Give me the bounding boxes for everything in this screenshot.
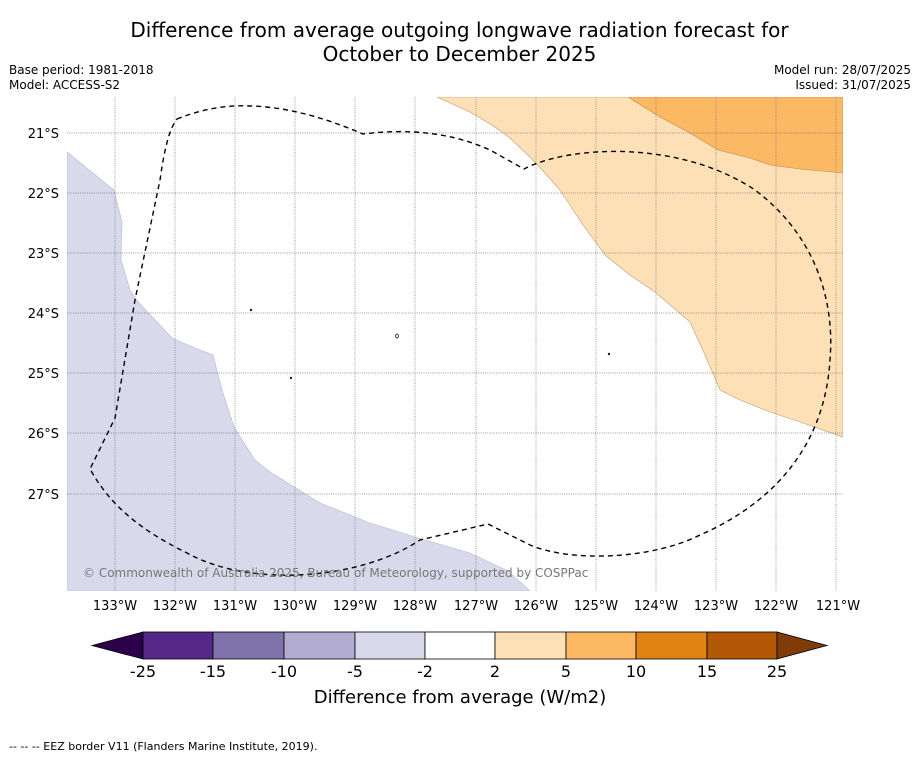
lon-label-132w: 132°W: [153, 599, 197, 614]
colorbar-tick: 5: [561, 662, 571, 681]
lon-label-129w: 129°W: [333, 599, 377, 614]
model-run: Model run: 28/07/2025: [773, 63, 911, 77]
colorbar-ticks: -25 -15 -10 -5 -2 2 5 10 15 25: [130, 662, 787, 681]
base-period: Base period: 1981-2018: [9, 63, 154, 77]
lon-label-128w: 128°W: [393, 599, 437, 614]
lon-label-127w: 127°W: [454, 599, 498, 614]
colorbar-tick: 10: [626, 662, 646, 681]
islands: [249, 308, 611, 380]
title-line-1: Difference from average outgoing longwav…: [130, 18, 789, 42]
colorbar-tick: 25: [767, 662, 787, 681]
lat-label-23s: 23°S: [28, 247, 59, 262]
colorbar-bin: [565, 631, 637, 660]
island-marker: [607, 352, 611, 356]
lat-label-24s: 24°S: [28, 307, 59, 322]
colorbar-tick: -2: [417, 662, 433, 681]
issued-date: Issued: 31/07/2025: [795, 78, 911, 92]
colorbar-bin: [706, 631, 778, 660]
island-marker: [289, 376, 293, 380]
lat-label-26s: 26°S: [28, 427, 59, 442]
anomaly-region-neg-5-to-neg-2: [67, 151, 531, 591]
latitude-gridlines: [67, 132, 843, 495]
eez-legend-note: -- -- -- EEZ border V11 (Flanders Marine…: [9, 740, 318, 753]
colorbar-tick: 15: [697, 662, 717, 681]
eez-border: [89, 105, 832, 576]
lon-label-121w: 121°W: [816, 599, 860, 614]
lat-label-25s: 25°S: [28, 367, 59, 382]
lon-label-133w: 133°W: [93, 599, 137, 614]
latitude-labels: 21°S 22°S 23°S 24°S 25°S 26°S 27°S: [28, 127, 59, 503]
colorbar-bin: [90, 631, 144, 660]
colorbar-label: Difference from average (W/m2): [314, 687, 606, 708]
colorbar-bin: [494, 631, 567, 660]
lat-label-27s: 27°S: [28, 488, 59, 503]
colorbar-bin: [635, 631, 708, 660]
island-marker: [249, 308, 253, 312]
colorbar: -25 -15 -10 -5 -2 2 5 10 15 25 Differenc…: [90, 631, 829, 708]
colorbar-bin: [354, 631, 426, 660]
longitude-labels: 133°W 132°W 131°W 130°W 129°W 128°W 127°…: [93, 599, 860, 614]
colorbar-tick: -10: [271, 662, 297, 681]
lon-label-131w: 131°W: [213, 599, 257, 614]
title-line-2: October to December 2025: [322, 42, 597, 66]
lat-label-22s: 22°S: [28, 187, 59, 202]
colorbar-tick: -5: [347, 662, 363, 681]
colorbar-bin: [424, 631, 496, 660]
model-name: Model: ACCESS-S2: [9, 78, 121, 92]
lon-label-126w: 126°W: [514, 599, 558, 614]
colorbar-bins: [90, 631, 829, 660]
colorbar-bin: [776, 631, 829, 660]
meta-left: Base period: 1981-2018 Model: ACCESS-S2: [9, 63, 154, 93]
anomaly-region-5-to-10: [627, 97, 843, 174]
lon-label-130w: 130°W: [273, 599, 317, 614]
lon-label-125w: 125°W: [574, 599, 618, 614]
lon-label-124w: 124°W: [634, 599, 678, 614]
copyright-text: © Commonwealth of Australia 2025, Bureau…: [83, 566, 588, 580]
colorbar-tick: -15: [200, 662, 226, 681]
meta-right: Model run: 28/07/2025 Issued: 31/07/2025: [774, 63, 911, 93]
lon-label-123w: 123°W: [694, 599, 738, 614]
chart-title: Difference from average outgoing longwav…: [0, 18, 919, 66]
island-marker: [395, 333, 399, 339]
colorbar-tick: -25: [130, 662, 156, 681]
map-figure: © Commonwealth of Australia 2025, Bureau…: [28, 97, 860, 708]
colorbar-bin: [212, 631, 285, 660]
map-area: © Commonwealth of Australia 2025, Bureau…: [67, 97, 843, 591]
colorbar-bin: [142, 631, 214, 660]
lat-label-21s: 21°S: [28, 127, 59, 142]
lon-label-122w: 122°W: [754, 599, 798, 614]
colorbar-bin: [283, 631, 356, 660]
longitude-gridlines: [114, 97, 837, 591]
colorbar-tick: 2: [490, 662, 500, 681]
